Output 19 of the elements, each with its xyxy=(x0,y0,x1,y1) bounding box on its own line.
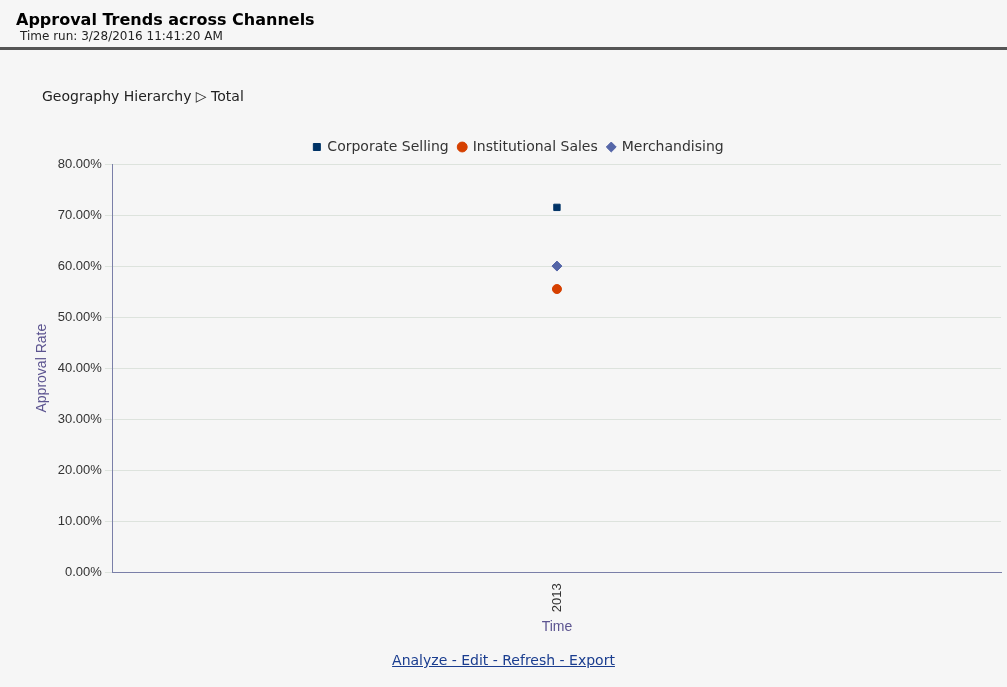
y-tick-label: 0.00% xyxy=(65,563,103,579)
y-tick-label: 70.00% xyxy=(57,206,103,222)
y-tick-label: 40.00% xyxy=(57,359,103,375)
legend-label: Corporate Selling xyxy=(327,137,449,154)
y-tick-label: 50.00% xyxy=(57,308,103,324)
legend-label: Institutional Sales xyxy=(472,137,598,154)
legend-label: Merchandising xyxy=(621,137,724,154)
chart-title: Approval Trends across Channels xyxy=(16,10,316,29)
y-tick-label: 30.00% xyxy=(57,410,103,426)
y-tick-label: 80.00% xyxy=(57,155,103,171)
y-axis-title: Approval Rate xyxy=(33,323,50,413)
y-tick-label: 20.00% xyxy=(57,461,103,477)
x-axis-title: Time xyxy=(541,618,573,635)
chart-subtitle: Time run: 3/28/2016 11:41:20 AM xyxy=(20,29,224,43)
y-tick-label: 10.00% xyxy=(57,512,103,528)
text: Analyze - Edit - Refresh - Export xyxy=(391,652,616,668)
y-tick-label: 60.00% xyxy=(57,257,103,273)
text: Geography Hierarchy ▷ Total xyxy=(42,88,244,104)
x-tick-label: 2013 xyxy=(548,583,564,613)
